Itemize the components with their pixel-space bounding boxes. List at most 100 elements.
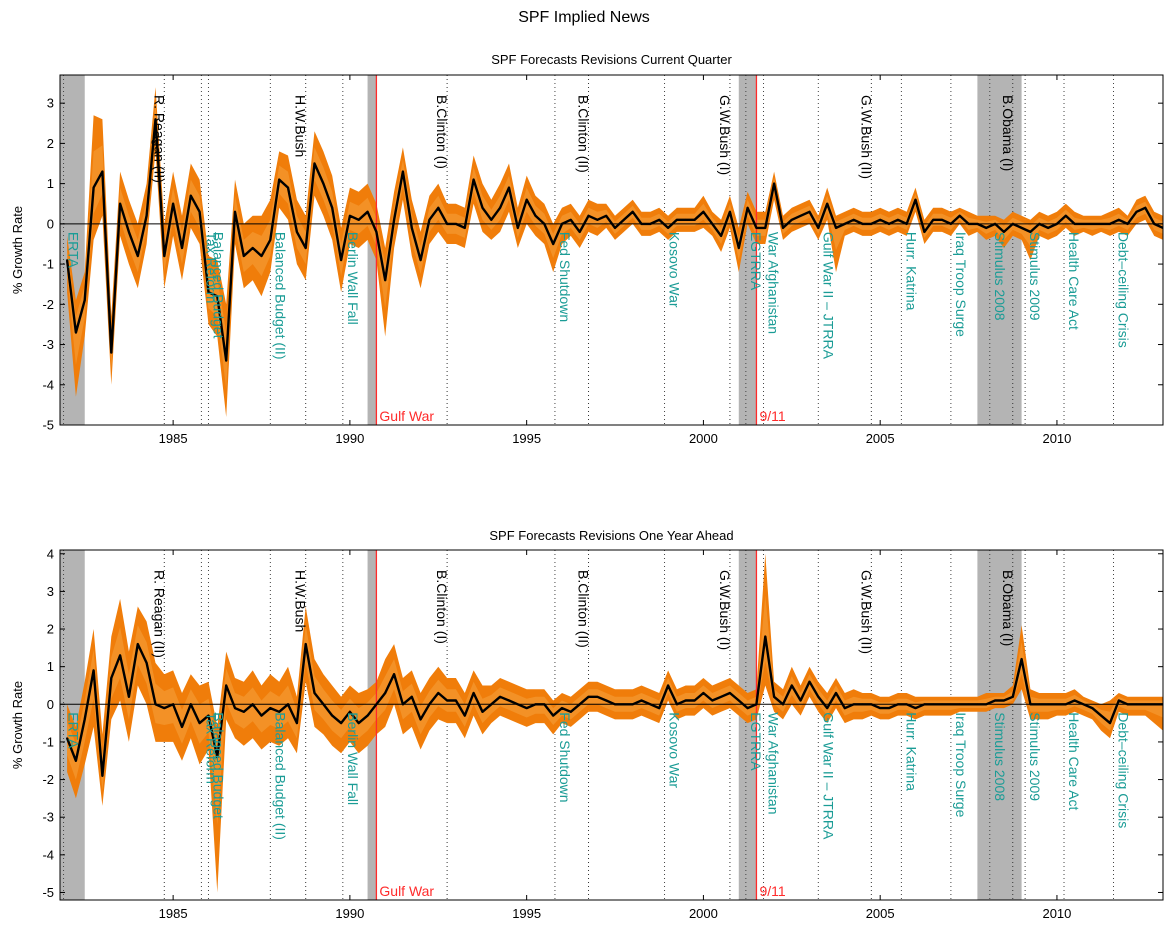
median-point [75, 759, 77, 762]
median-point [119, 654, 121, 657]
median-point [101, 170, 104, 173]
x-tick-label: 1985 [159, 906, 188, 921]
event-label: Gulf War II – JTRRA [820, 712, 836, 840]
event-label: Stimulus 2009 [1027, 232, 1043, 321]
event-label: Stimulus 2008 [992, 712, 1008, 801]
x-tick-label: 2005 [866, 431, 895, 446]
median-point [720, 695, 722, 698]
median-point [843, 707, 846, 709]
president-label: G.W.Bush (I) [717, 570, 733, 650]
median-point [189, 194, 192, 197]
panel-one-year-ahead: R. Reagan (II) H.W.Bush B.Clinton (I) B.Cli… [10, 528, 1164, 921]
plot-area: R. Reagan (II) H.W.Bush B.Clinton (I) B.Cli… [60, 75, 1163, 425]
panel-current-quarter: R. Reagan (II) H.W.Bush B.Clinton (I) B.Cli… [10, 52, 1164, 446]
event-label: Iraq Troop Surge [953, 232, 969, 337]
y-tick-label: -1 [42, 734, 54, 749]
median-point [242, 255, 245, 257]
median-point [764, 635, 767, 638]
y-tick-label: 0 [47, 697, 54, 712]
y-tick-label: -5 [42, 418, 54, 433]
median-point [861, 222, 864, 225]
median-point [631, 210, 634, 213]
median-point [1064, 214, 1067, 217]
event-label: Balanced Budget [210, 232, 226, 339]
median-point [287, 186, 289, 189]
median-point [1153, 703, 1156, 706]
median-point [525, 707, 528, 709]
event-label: Stimulus 2009 [1027, 712, 1043, 801]
x-tick-label: 2010 [1042, 431, 1071, 446]
median-point [92, 669, 95, 672]
median-point [428, 703, 431, 706]
war-label: 9/11 [759, 883, 785, 899]
median-point [260, 255, 263, 257]
median-point [384, 692, 387, 694]
y-tick-label: -5 [42, 885, 54, 900]
median-point [958, 214, 961, 217]
median-point [366, 210, 369, 213]
median-point [322, 703, 325, 706]
median-point [198, 722, 201, 725]
median-point [163, 255, 166, 257]
median-point [128, 695, 130, 698]
event-label: Fed Shutdown [557, 712, 573, 802]
median-point [136, 643, 139, 645]
median-point [295, 230, 298, 233]
median-point [181, 247, 183, 249]
median-point [605, 699, 608, 702]
median-point [384, 279, 387, 282]
recession-band [367, 75, 377, 425]
median-point [976, 222, 979, 225]
median-point [658, 707, 661, 709]
x-tick-label: 2010 [1042, 906, 1071, 921]
median-point [870, 703, 873, 706]
median-point [331, 206, 334, 209]
median-point [260, 714, 263, 717]
median-point [446, 699, 449, 702]
median-point [1011, 695, 1014, 698]
y-tick-label: -4 [42, 377, 54, 392]
median-point [1038, 222, 1041, 225]
median-point [1091, 222, 1094, 225]
median-point [888, 222, 890, 225]
median-point [357, 722, 360, 725]
median-point [375, 703, 378, 706]
median-point [720, 235, 722, 237]
event-label: ERTA [66, 712, 82, 749]
median-point [322, 182, 325, 185]
median-point [879, 218, 882, 221]
revision-band-outer [67, 553, 1163, 893]
median-point [711, 699, 714, 702]
event-label: War Afghanistan [766, 232, 782, 334]
median-point [1020, 658, 1023, 661]
y-axis-label: % Growth Rate [10, 206, 25, 294]
president-label: R. Reagan (II) [151, 95, 167, 183]
median-point [1038, 703, 1041, 706]
recession-band [738, 550, 757, 900]
recession-band [60, 75, 85, 425]
median-point [278, 710, 281, 713]
median-point [808, 210, 811, 213]
event-label: Berlin Wall Fall [345, 712, 361, 805]
median-point [110, 677, 113, 679]
median-point [958, 703, 961, 706]
median-point [755, 226, 758, 229]
median-point [428, 218, 431, 221]
revision-band-inner [67, 595, 1163, 825]
president-label: B.Obama (I) [1000, 570, 1016, 646]
median-point [472, 692, 475, 694]
president-label: B.Clinton (I) [434, 570, 450, 644]
median-point [569, 218, 572, 221]
median-point [1153, 222, 1156, 225]
plot-area: R. Reagan (II) H.W.Bush B.Clinton (I) B.Cli… [60, 550, 1163, 900]
median-point [402, 170, 404, 173]
median-point [490, 703, 493, 706]
median-point [808, 680, 811, 683]
median-point [676, 703, 678, 706]
median-point [826, 707, 829, 709]
median-point [410, 226, 413, 229]
median-point [1126, 703, 1129, 706]
event-label: Berlin Wall Fall [345, 232, 361, 325]
median-point [640, 222, 643, 225]
median-point [711, 222, 714, 225]
